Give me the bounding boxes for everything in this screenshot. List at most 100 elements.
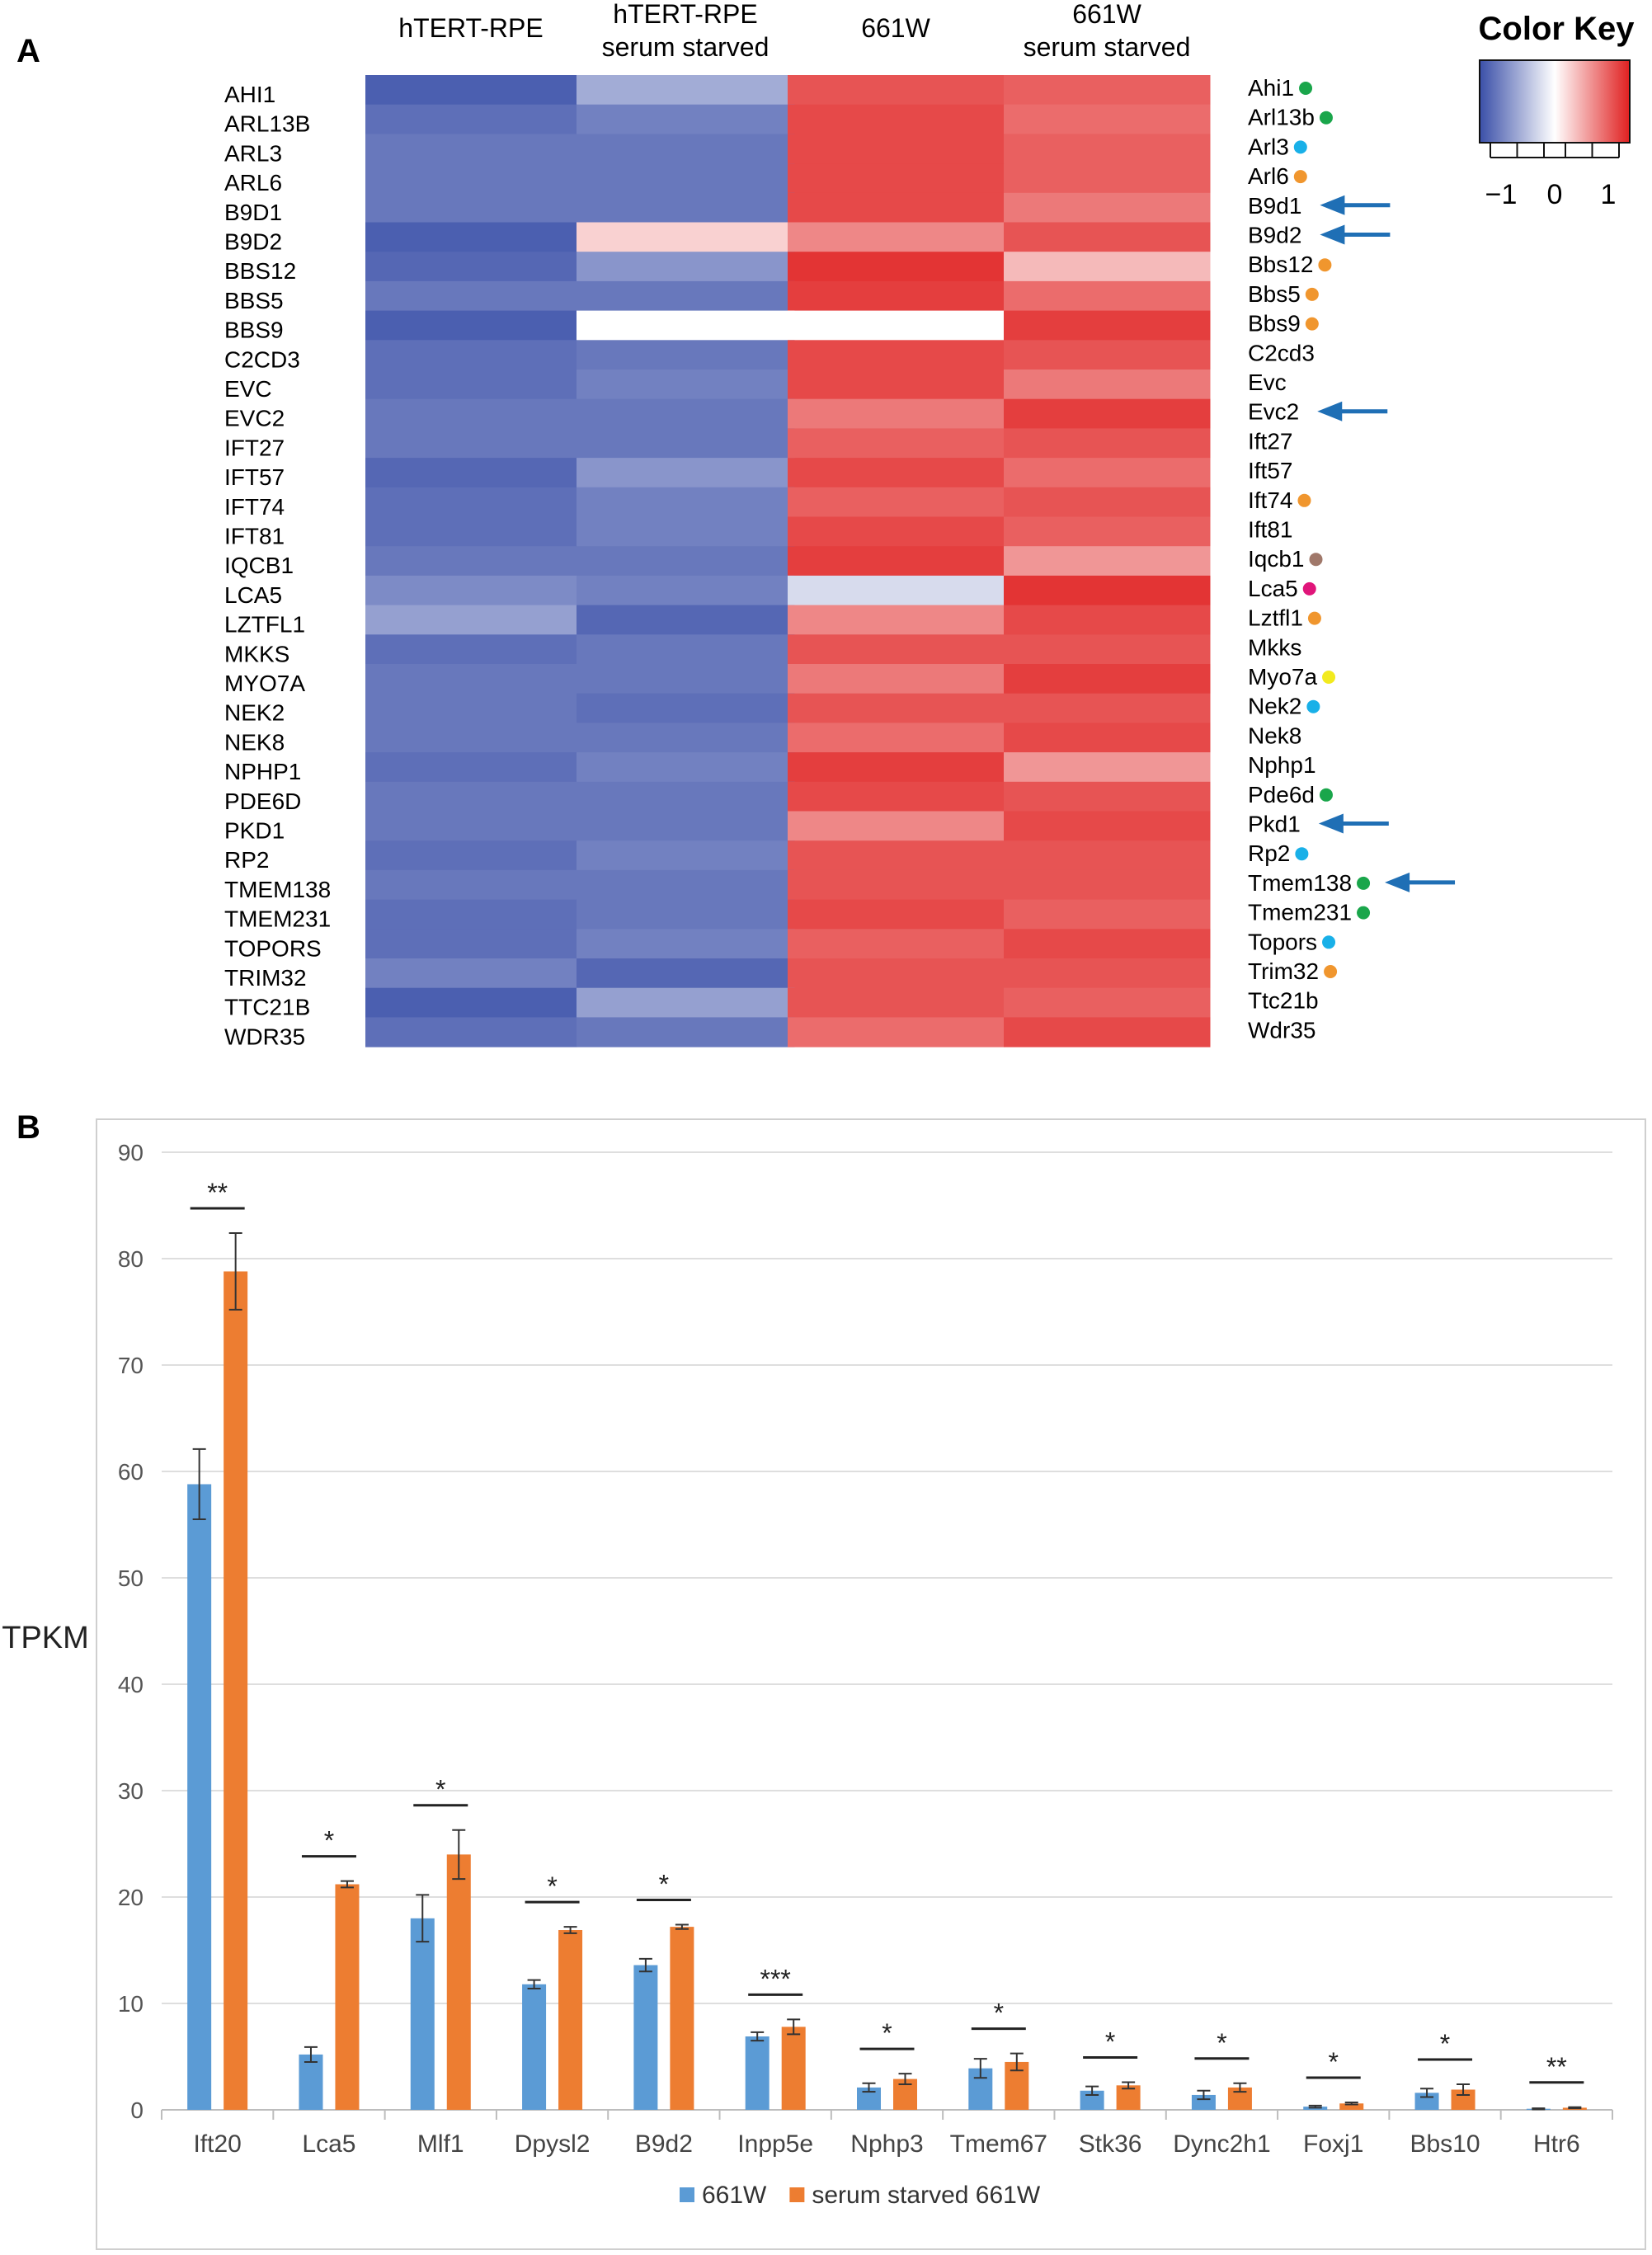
significance-marker: * — [1217, 2028, 1226, 2058]
heatmap-cell — [365, 929, 577, 959]
heatmap-row-label-mouse: Arl13b — [1248, 105, 1315, 130]
significance-marker: ** — [207, 1178, 228, 1208]
y-tick-label: 0 — [130, 2097, 144, 2123]
heatmap-cell — [365, 546, 577, 577]
heatmap-row-label-human: TMEM138 — [224, 877, 331, 902]
heatmap-cell — [788, 929, 1005, 959]
heatmap-row-label-mouse: Mkks — [1248, 634, 1301, 660]
heatmap-cell — [577, 340, 795, 370]
heatmap-cell — [365, 398, 577, 429]
x-tick-label: B9d2 — [635, 2130, 693, 2158]
heatmap-cell — [788, 370, 1005, 400]
category-dot — [1319, 111, 1333, 125]
heatmap-cell — [577, 634, 795, 665]
category-dot — [1319, 788, 1333, 802]
heatmap-cell — [1004, 723, 1211, 753]
heatmap-row-label-human: B9D1 — [224, 200, 282, 225]
heatmap-row-label-human: ARL13B — [224, 111, 310, 137]
significance-marker: * — [994, 1998, 1004, 2028]
heatmap-cell — [1004, 869, 1211, 901]
heatmap-row-label-human: IFT74 — [224, 494, 285, 520]
heatmap-cell — [365, 605, 577, 635]
heatmap-cell — [1004, 1017, 1211, 1047]
significance-marker: * — [659, 1870, 669, 1900]
heatmap-row-label-human: NPHP1 — [224, 759, 301, 784]
y-tick-label: 30 — [118, 1778, 144, 1804]
heatmap-cell — [1004, 252, 1211, 282]
heatmap-row-label-human: TRIM32 — [224, 965, 307, 991]
category-dot — [1299, 82, 1313, 95]
significance-marker: * — [1440, 2029, 1450, 2059]
heatmap-cell — [365, 840, 577, 871]
heatmap-cell — [1004, 134, 1211, 164]
y-tick-label: 80 — [118, 1246, 144, 1272]
heatmap-row-label-mouse: Ift81 — [1248, 517, 1292, 543]
heatmap-row-label-human: TMEM231 — [224, 906, 331, 932]
heatmap-row-label-mouse: Trim32 — [1248, 958, 1319, 984]
heatmap-row-label-human: AHI1 — [224, 82, 275, 107]
heatmap-row-label-human: LCA5 — [224, 582, 282, 608]
heatmap-cell — [788, 840, 1005, 871]
bar — [299, 2054, 323, 2110]
heatmap-row-label-human: BBS9 — [224, 318, 284, 343]
heatmap-row-label-human: PKD1 — [224, 818, 285, 844]
heatmap-cell — [1004, 987, 1211, 1018]
y-tick-label: 60 — [118, 1459, 144, 1485]
heatmap-cell — [577, 899, 795, 930]
heatmap-row-label-mouse: Myo7a — [1248, 664, 1317, 690]
heatmap-row-label-mouse: Evc2 — [1248, 399, 1299, 425]
heatmap-cell — [1004, 811, 1211, 841]
heatmap-cell — [1004, 280, 1211, 312]
heatmap-cell — [577, 840, 795, 871]
y-axis-label: TPKM — [2, 1621, 89, 1655]
heatmap-cell — [365, 487, 577, 517]
heatmap-cell — [788, 693, 1005, 723]
heatmap-cell — [788, 575, 1005, 606]
category-dot — [1302, 581, 1316, 596]
heatmap-row-label-human: EVC — [224, 376, 272, 402]
color-key-tick-label: 1 — [1601, 179, 1617, 210]
heatmap-cell — [1004, 75, 1211, 106]
significance-marker: * — [324, 1826, 334, 1856]
x-tick-label: Tmem67 — [950, 2130, 1047, 2158]
heatmap-row-label-mouse: Nek8 — [1248, 723, 1301, 748]
heatmap-row-label-mouse: Topors — [1248, 929, 1317, 954]
heatmap-row-label-human: IQCB1 — [224, 553, 294, 578]
heatmap-row-label-mouse: Bbs5 — [1248, 281, 1301, 307]
heatmap-cell — [577, 781, 795, 812]
heatmap-row-label-human: RP2 — [224, 847, 269, 873]
heatmap-cell — [788, 398, 1005, 429]
heatmap-row-label-mouse: Ift57 — [1248, 458, 1292, 483]
heatmap-cell — [788, 811, 1005, 841]
x-tick-label: Nphp3 — [850, 2130, 923, 2158]
heatmap-row-label-mouse: Lztfl1 — [1248, 605, 1303, 631]
heatmap-cell — [577, 516, 795, 547]
heatmap-cell — [1004, 605, 1211, 635]
category-dot — [1295, 847, 1309, 861]
heatmap-row-label-human: IFT27 — [224, 435, 285, 460]
heatmap-row-label-human: MYO7A — [224, 671, 305, 696]
heatmap-cell — [365, 163, 577, 194]
category-dot — [1357, 876, 1371, 890]
heatmap-cell — [577, 1017, 795, 1047]
arrow-icon — [1385, 872, 1410, 892]
legend-label: 661W — [702, 2182, 767, 2209]
heatmap-row-label-human: LZTFL1 — [224, 612, 305, 638]
heatmap-cell — [577, 163, 795, 194]
heatmap-row-label-mouse: Arl6 — [1248, 163, 1289, 189]
x-tick-label: Ift20 — [193, 2130, 241, 2158]
heatmap-row-label-mouse: Ift74 — [1248, 487, 1292, 513]
y-tick-label: 40 — [118, 1672, 144, 1697]
heatmap-cell — [365, 310, 577, 341]
x-tick-label: Lca5 — [302, 2130, 355, 2158]
x-tick-label: Mlf1 — [417, 2130, 464, 2158]
legend-swatch — [680, 2187, 694, 2202]
heatmap-cell — [788, 428, 1005, 459]
heatmap-cell — [1004, 634, 1211, 665]
heatmap-cell — [577, 134, 795, 164]
heatmap-cell — [788, 899, 1005, 930]
heatmap-cell — [577, 664, 795, 694]
heatmap-cell — [1004, 163, 1211, 194]
heatmap-row-label-mouse: Iqcb1 — [1248, 546, 1305, 572]
heatmap-row-label-mouse: Nphp1 — [1248, 752, 1316, 778]
